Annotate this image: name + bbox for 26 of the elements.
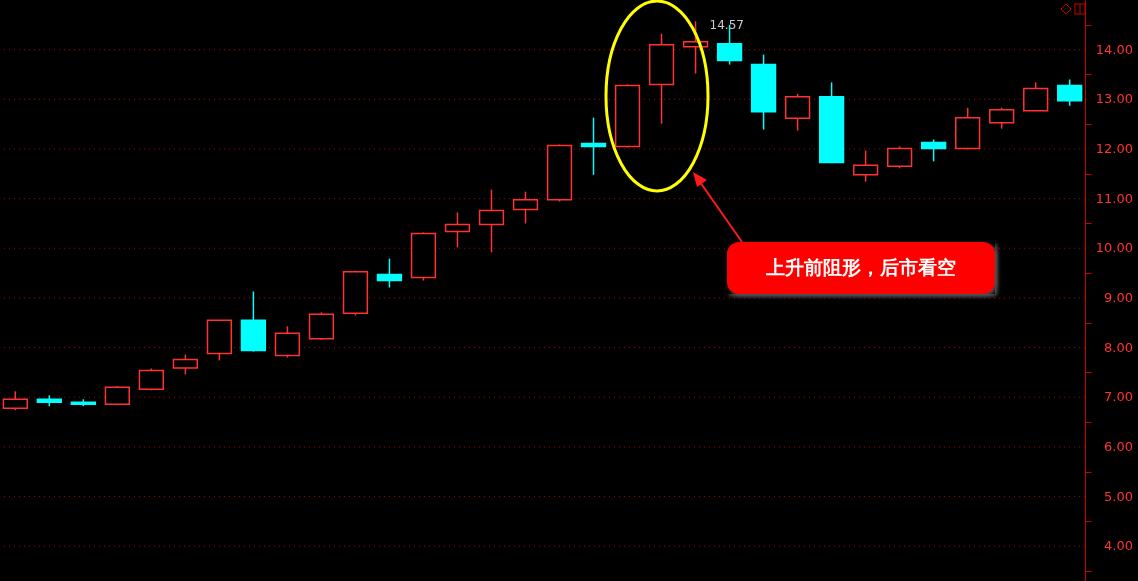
y-tick-label: 10.00 [1095,240,1133,256]
candlestick [376,257,403,289]
y-tick-label: 6.00 [1104,438,1133,454]
candlestick [852,149,879,183]
candlestick [989,107,1015,130]
candlestick [512,190,539,225]
candlestick [478,188,505,254]
y-tick-label: 14.00 [1095,41,1133,57]
candlestick [580,116,607,176]
y-tick-label: 9.00 [1104,289,1133,305]
annotation: 14.57 [709,18,744,33]
candlestick [1023,81,1049,112]
candlestick [172,353,199,376]
candlestick [920,138,947,163]
y-tick-label: 8.00 [1104,339,1133,355]
y-tick-label: 4.00 [1104,538,1133,554]
y-tick-label: 7.00 [1104,389,1133,405]
candlestick [784,93,811,132]
y-tick-label: 11.00 [1095,190,1133,206]
y-tick-label: 12.00 [1095,140,1133,156]
y-tick-label: 13.00 [1095,91,1133,107]
candlestick [444,211,471,249]
candlestick [274,325,301,359]
y-tick-label: 5.00 [1104,488,1133,504]
candlestick [886,145,913,170]
candlestick [1057,78,1083,107]
